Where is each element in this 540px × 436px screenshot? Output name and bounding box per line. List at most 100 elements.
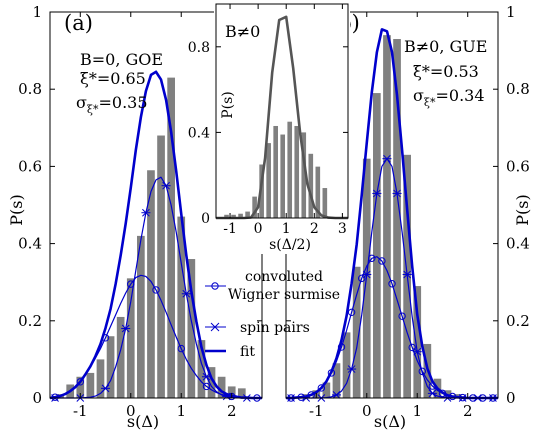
b-bar <box>383 35 391 398</box>
b-star-marker <box>427 389 437 398</box>
legend: convoluted Wigner surmise spin pairs fit <box>205 269 340 360</box>
panel-a-annotation-sigma: σξ*=0.35 <box>76 93 148 116</box>
a-circle-marker <box>51 393 59 401</box>
a-bar <box>187 259 196 398</box>
a-ytick-label: 0 <box>32 389 42 407</box>
a-star-marker <box>181 289 191 298</box>
b-bar <box>322 382 331 398</box>
b-circle-marker <box>317 384 326 392</box>
b-xtick-label: 1 <box>412 402 422 420</box>
inset-xtick-label: -1 <box>223 221 237 237</box>
a-circle-marker <box>177 344 185 353</box>
a-curve-thick <box>49 70 262 400</box>
a-bar <box>167 77 175 399</box>
a-bar <box>147 170 155 398</box>
a-ytick-label: 0.2 <box>18 312 42 330</box>
inset-xtick-label: 3 <box>338 221 347 237</box>
b-star-marker <box>347 365 357 373</box>
a-circle-marker <box>127 280 135 288</box>
a-bar <box>157 135 165 398</box>
inset-bar <box>287 121 293 218</box>
a-bar <box>96 359 105 398</box>
b-circle-marker <box>327 369 336 377</box>
b-xtick-label: 0 <box>362 402 372 420</box>
inset-ticks: -1 0 1 2 3 0 0.4 0.8 <box>188 4 348 237</box>
inset-bar <box>315 166 321 218</box>
inset-bar <box>224 214 229 218</box>
panel-b-sigma-subscript: ξ* <box>424 96 436 109</box>
panel-a-annotation-xi: ξ*=0.65 <box>80 69 146 88</box>
b-star-marker <box>392 189 402 198</box>
panel-b-sigma-value: =0.34 <box>435 86 484 105</box>
a-circle-marker <box>152 286 160 294</box>
a-bar <box>116 316 125 398</box>
inset-xlabel: s(Δ/2) <box>269 237 311 253</box>
b-bar <box>332 363 341 398</box>
panel-a-annotation-model: B=0, GOE <box>80 50 163 69</box>
a-xtick-label: -1 <box>73 402 88 420</box>
panel-a: -1 0 1 2 0 0.2 0.4 0.6 0.8 1 (a) B=0, GOE ξ*=0.65… <box>7 3 263 431</box>
b-circle-marker <box>358 274 366 283</box>
a-xtick-label: 1 <box>176 402 186 420</box>
inset-bar <box>266 143 271 218</box>
b-ytick-label: 0.4 <box>506 235 530 253</box>
inset-bar <box>294 125 300 218</box>
b-circle-marker <box>337 343 346 351</box>
b-circle-marker <box>368 254 376 262</box>
a-bar <box>237 388 246 398</box>
b-bar <box>413 286 422 398</box>
a-bar <box>227 386 236 398</box>
b-bar <box>352 266 361 398</box>
panel-a-xlabel: s(Δ) <box>127 412 159 431</box>
b-xtick-label: 2 <box>463 402 473 420</box>
b-circle-marker <box>297 393 305 401</box>
a-star-marker <box>222 392 232 401</box>
a-star-marker <box>141 208 151 217</box>
b-bar <box>393 39 401 399</box>
a-circle-marker <box>202 382 211 391</box>
a-bar <box>217 376 226 398</box>
panel-a-label: (a) <box>64 11 93 35</box>
panel-b-sigma-symbol: σ <box>413 86 424 105</box>
panel-b-ticks: -1 0 1 2 0 0.2 0.4 0.6 0.8 1 <box>286 3 530 420</box>
inset-ytick-label: 0.4 <box>188 125 210 141</box>
panel-b-annotation-model: B≠0, GUE <box>404 37 487 56</box>
a-ytick-label: 1 <box>32 3 42 21</box>
b-circle-marker <box>418 367 426 376</box>
a-xtick-label: 0 <box>126 402 136 420</box>
panel-a-sigma-symbol: σ <box>76 93 87 112</box>
a-circle-marker <box>76 378 84 386</box>
b-ytick-label: 0.6 <box>506 157 530 175</box>
inset-bar <box>238 213 243 218</box>
panel-b-annotation-sigma: σξ*=0.34 <box>413 86 485 109</box>
legend-wigner-marker <box>211 282 219 290</box>
a-circle-marker <box>101 334 110 342</box>
b-star-marker <box>331 391 341 399</box>
inset-bar <box>308 153 314 218</box>
legend-spin-marker <box>210 322 220 332</box>
a-bar <box>137 235 145 398</box>
a-bar <box>126 278 135 398</box>
a-star-marker <box>161 181 171 190</box>
b-ytick-label: 0.2 <box>506 312 530 330</box>
b-star-marker <box>372 189 382 198</box>
panel-a-bars <box>56 77 246 399</box>
a-xtick-label: 2 <box>227 402 237 420</box>
b-star-marker <box>362 270 372 279</box>
b-bar <box>342 332 351 398</box>
a-star-marker <box>201 372 211 381</box>
a-bar <box>76 376 85 398</box>
inset-panel: -1 0 1 2 3 0 0.4 0.8 B≠0 s(Δ/2) P(s) <box>188 0 350 254</box>
inset-bar <box>301 132 307 218</box>
b-circle-marker <box>347 308 356 317</box>
inset-ytick-label: 0 <box>201 211 210 227</box>
b-circle-marker <box>438 389 447 398</box>
inset-bars <box>224 121 328 218</box>
a-bar <box>106 336 115 398</box>
a-ytick-label: 0.8 <box>18 80 42 98</box>
b-circle-marker <box>378 257 386 265</box>
inset-axes <box>215 3 349 219</box>
b-circle-marker <box>408 343 416 352</box>
